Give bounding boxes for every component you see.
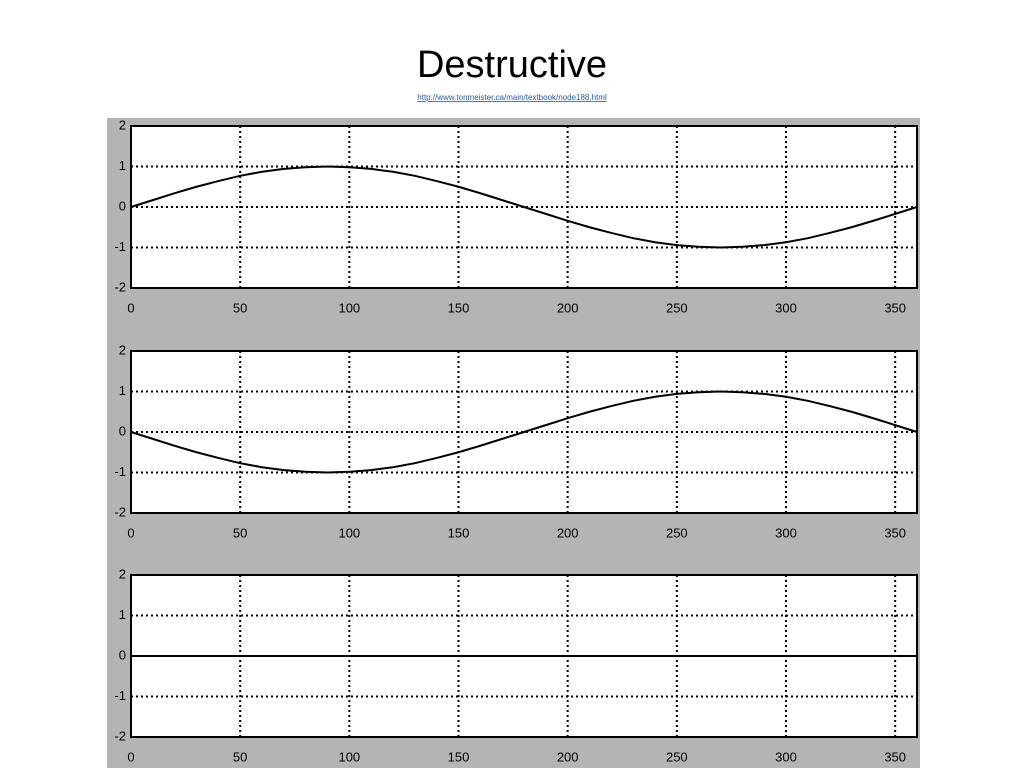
data-line [130,165,918,249]
y-tick-label: 2 [119,342,126,357]
y-tick-label: 0 [119,198,126,213]
x-tick-label: 50 [233,749,247,764]
x-tick-label: 50 [233,300,247,315]
y-tick-label: 0 [119,423,126,438]
y-tick-label: 2 [119,117,126,132]
data-line [130,390,918,474]
y-tick-label: -1 [114,239,126,254]
x-tick-label: 100 [338,525,360,540]
x-tick-label: 100 [338,300,360,315]
y-tick-label: 1 [119,383,126,398]
x-tick-label: 300 [775,749,797,764]
x-tick-label: 350 [884,749,906,764]
y-tick-label: 2 [119,566,126,581]
x-tick-label: 100 [338,749,360,764]
source-link[interactable]: http://www.tonmeister.ca/main/textbook/n… [417,93,607,102]
y-tick-label: 1 [119,607,126,622]
y-tick-label: -2 [114,504,126,519]
y-tick-label: 1 [119,158,126,173]
x-tick-label: 350 [884,525,906,540]
x-tick-label: 300 [775,300,797,315]
x-tick-label: 0 [127,749,134,764]
y-tick-label: -1 [114,688,126,703]
x-tick-label: 300 [775,525,797,540]
x-tick-label: 0 [127,300,134,315]
y-tick-label: 0 [119,647,126,662]
x-tick-label: 50 [233,525,247,540]
x-tick-label: 200 [557,525,579,540]
y-tick-label: -1 [114,464,126,479]
x-tick-label: 250 [666,525,688,540]
x-tick-label: 200 [557,300,579,315]
x-tick-label: 150 [448,300,470,315]
y-tick-label: -2 [114,728,126,743]
x-tick-label: 150 [448,749,470,764]
slide-title: Destructive [417,44,607,86]
x-tick-label: 0 [127,525,134,540]
x-tick-label: 200 [557,749,579,764]
x-tick-label: 350 [884,300,906,315]
x-tick-label: 250 [666,300,688,315]
y-tick-label: -2 [114,279,126,294]
x-tick-label: 150 [448,525,470,540]
x-tick-label: 250 [666,749,688,764]
